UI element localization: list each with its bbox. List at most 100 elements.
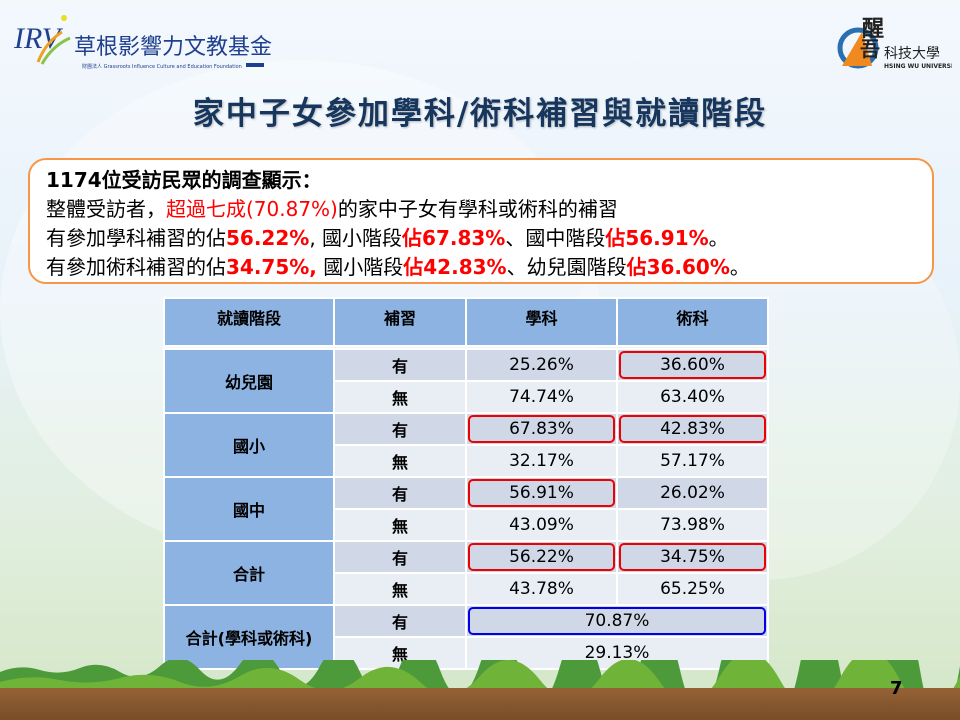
- highlight-box: [468, 479, 615, 507]
- summary-box: 1174位受訪民眾的調查顯示： 整體受訪者，超過七成(70.87%)的家中子女有…: [28, 158, 934, 284]
- value: 26.02%: [660, 483, 725, 503]
- tutoring-cell: 無: [333, 444, 467, 478]
- tutoring-cell: 有: [333, 476, 467, 510]
- value: 74.74%: [509, 387, 574, 407]
- academic-cell: 43.78%: [465, 572, 618, 606]
- summary-line-1: 1174位受訪民眾的調查顯示：: [46, 168, 322, 192]
- highlight-text: 佔36.60%: [626, 255, 730, 279]
- highlight-text: 佔42.83%: [403, 255, 507, 279]
- header-stage: 就讀階段: [163, 297, 335, 347]
- summary-line-3: 有參加學科補習的佔56.22%, 國小階段佔67.83%、國中階段佔56.91%…: [46, 224, 916, 253]
- academic-cell: 43.09%: [465, 508, 618, 542]
- stage-cell: 幼兒園: [163, 348, 335, 414]
- highlight-box: [619, 415, 766, 443]
- stage-cell: 國中: [163, 476, 335, 542]
- text: 、國中階段: [505, 226, 606, 250]
- text: 的家中子女有學科或術科的補習: [337, 197, 618, 221]
- value: 32.17%: [509, 451, 574, 471]
- value: 63.40%: [660, 387, 725, 407]
- value: 25.26%: [509, 355, 574, 375]
- text: 、幼兒園階段: [506, 255, 627, 279]
- arts-cell: 65.25%: [616, 572, 769, 606]
- text: 國小階段: [316, 255, 404, 279]
- svg-text:草根影響力文教基金會: 草根影響力文教基金會: [74, 35, 272, 60]
- text: 。: [729, 255, 750, 279]
- combined-cell: 70.87%: [465, 604, 769, 638]
- academic-cell: 74.74%: [465, 380, 618, 414]
- grassroots-foundation-logo: IRV 草根影響力文教基金會 財團法人 Grassroots Influence…: [13, 15, 272, 70]
- arts-cell: 57.17%: [616, 444, 769, 478]
- value: 73.98%: [660, 515, 725, 535]
- text: 有參加學科補習的佔: [46, 226, 226, 250]
- arts-cell: 73.98%: [616, 508, 769, 542]
- value: 67.83%: [509, 419, 574, 439]
- academic-cell: 32.17%: [465, 444, 618, 478]
- tutoring-cell: 有: [333, 604, 467, 638]
- highlight-box: [468, 607, 766, 635]
- tutoring-cell: 無: [333, 572, 467, 606]
- table-row: 無 74.74% 63.40%: [164, 380, 769, 414]
- grass-decoration: [0, 660, 960, 690]
- tutoring-table: 就讀階段 補習 學科 術科 幼兒園有 25.26% 36.60% 無 74.74% 63.…: [163, 297, 769, 670]
- table-row: 無 32.17% 57.17%: [164, 444, 769, 478]
- highlight-text: 超過七成(70.87%): [166, 197, 338, 221]
- highlight-box: [468, 543, 615, 571]
- svg-text:IRV: IRV: [13, 22, 64, 55]
- hsing-wu-university-logo: 醒 吾 科技大學 HSING WU UNIVERSITY: [837, 17, 952, 70]
- svg-text:科技大學: 科技大學: [884, 46, 940, 62]
- academic-cell: 67.83%: [465, 412, 618, 446]
- highlight-box: [468, 415, 615, 443]
- table-row: 無 43.09% 73.98%: [164, 508, 769, 542]
- table-row: 合計有 56.22% 34.75%: [163, 540, 769, 606]
- header-tutoring: 補習: [333, 297, 467, 347]
- highlight-box: [619, 351, 766, 379]
- header-academic: 學科: [465, 297, 618, 347]
- highlight-text: 佔67.83%: [402, 226, 506, 250]
- svg-text:財團法人 Grassroots Influence Cult: 財團法人 Grassroots Influence Culture and Ed…: [82, 63, 242, 70]
- tutoring-cell: 無: [333, 380, 467, 414]
- svg-text:吾: 吾: [860, 37, 880, 61]
- value: 43.09%: [509, 515, 574, 535]
- highlight-text: 34.75%,: [226, 255, 317, 279]
- svg-text:HSING WU UNIVERSITY: HSING WU UNIVERSITY: [884, 63, 952, 70]
- text: 有參加術科補習的佔: [46, 255, 226, 279]
- highlight-text: 佔56.91%: [605, 226, 709, 250]
- text: 整體受訪者，: [46, 197, 166, 221]
- tutoring-cell: 有: [333, 412, 467, 446]
- value: 70.87%: [584, 611, 650, 631]
- academic-cell: 56.91%: [465, 476, 618, 510]
- arts-cell: 42.83%: [616, 412, 769, 446]
- text: , 國小階段: [309, 226, 403, 250]
- value: 34.75%: [660, 547, 725, 567]
- arts-cell: 36.60%: [616, 348, 769, 382]
- table-row: 合計(學科或術科) 有 70.87%: [163, 604, 769, 670]
- value: 42.83%: [660, 419, 725, 439]
- page-title: 家中子女參加學科/術科補習與就讀階段: [192, 96, 768, 132]
- summary-line-2: 整體受訪者，超過七成(70.87%)的家中子女有學科或術科的補習: [46, 195, 916, 224]
- value: 36.60%: [660, 355, 725, 375]
- arts-cell: 63.40%: [616, 380, 769, 414]
- svg-text:醒: 醒: [862, 17, 884, 42]
- academic-cell: 56.22%: [465, 540, 618, 574]
- table-row: 無 43.78% 65.25%: [164, 572, 769, 606]
- value: 56.91%: [509, 483, 574, 503]
- summary-line-4: 有參加術科補習的佔34.75%, 國小階段佔42.83%、幼兒園階段佔36.60…: [46, 253, 916, 282]
- stage-cell: 合計: [163, 540, 335, 606]
- value: 56.22%: [509, 547, 574, 567]
- tutoring-cell: 無: [333, 636, 467, 670]
- tutoring-cell: 有: [333, 348, 467, 382]
- table-row: 國小有 67.83% 42.83%: [163, 412, 769, 478]
- page-number: 7: [890, 678, 903, 699]
- arts-cell: 34.75%: [616, 540, 769, 574]
- stage-cell: 國小: [163, 412, 335, 478]
- soil-decoration: [0, 688, 960, 720]
- academic-cell: 25.26%: [465, 348, 618, 382]
- header-arts: 術科: [616, 297, 769, 347]
- highlight-text: 56.22%: [226, 226, 310, 250]
- tutoring-cell: 無: [333, 508, 467, 542]
- table-row: 幼兒園有 25.26% 36.60%: [163, 348, 769, 414]
- highlight-box: [619, 543, 766, 571]
- value: 29.13%: [584, 643, 650, 663]
- text: 。: [708, 226, 729, 250]
- value: 43.78%: [509, 579, 574, 599]
